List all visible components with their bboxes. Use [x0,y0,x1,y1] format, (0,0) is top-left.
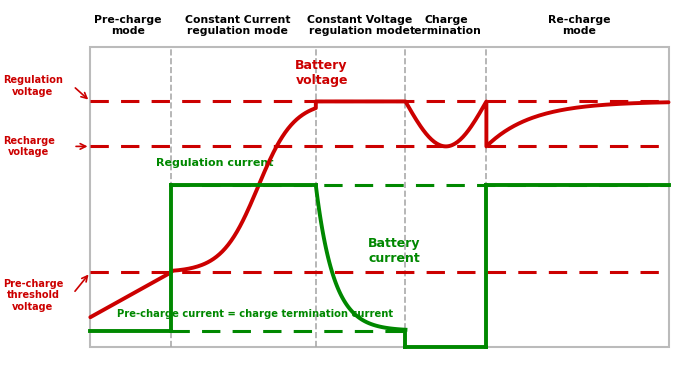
Bar [90,48,668,347]
Text: Recharge
voltage: Recharge voltage [3,135,55,157]
Text: Regulation
voltage: Regulation voltage [3,75,63,97]
Text: Battery
current: Battery current [368,237,420,265]
Text: Pre-charge
threshold
voltage: Pre-charge threshold voltage [3,279,63,312]
Text: Battery
voltage: Battery voltage [295,60,348,87]
Text: Constant Voltage
regulation mode: Constant Voltage regulation mode [306,15,412,36]
Text: Pre-charge
mode: Pre-charge mode [94,15,161,36]
Text: Re-charge
mode: Re-charge mode [548,15,610,36]
Text: Charge
termination: Charge termination [410,15,482,36]
Text: Pre-charge current = charge termination current: Pre-charge current = charge termination … [117,309,393,319]
Text: Regulation current: Regulation current [156,158,273,168]
Text: Constant Current
regulation mode: Constant Current regulation mode [185,15,291,36]
